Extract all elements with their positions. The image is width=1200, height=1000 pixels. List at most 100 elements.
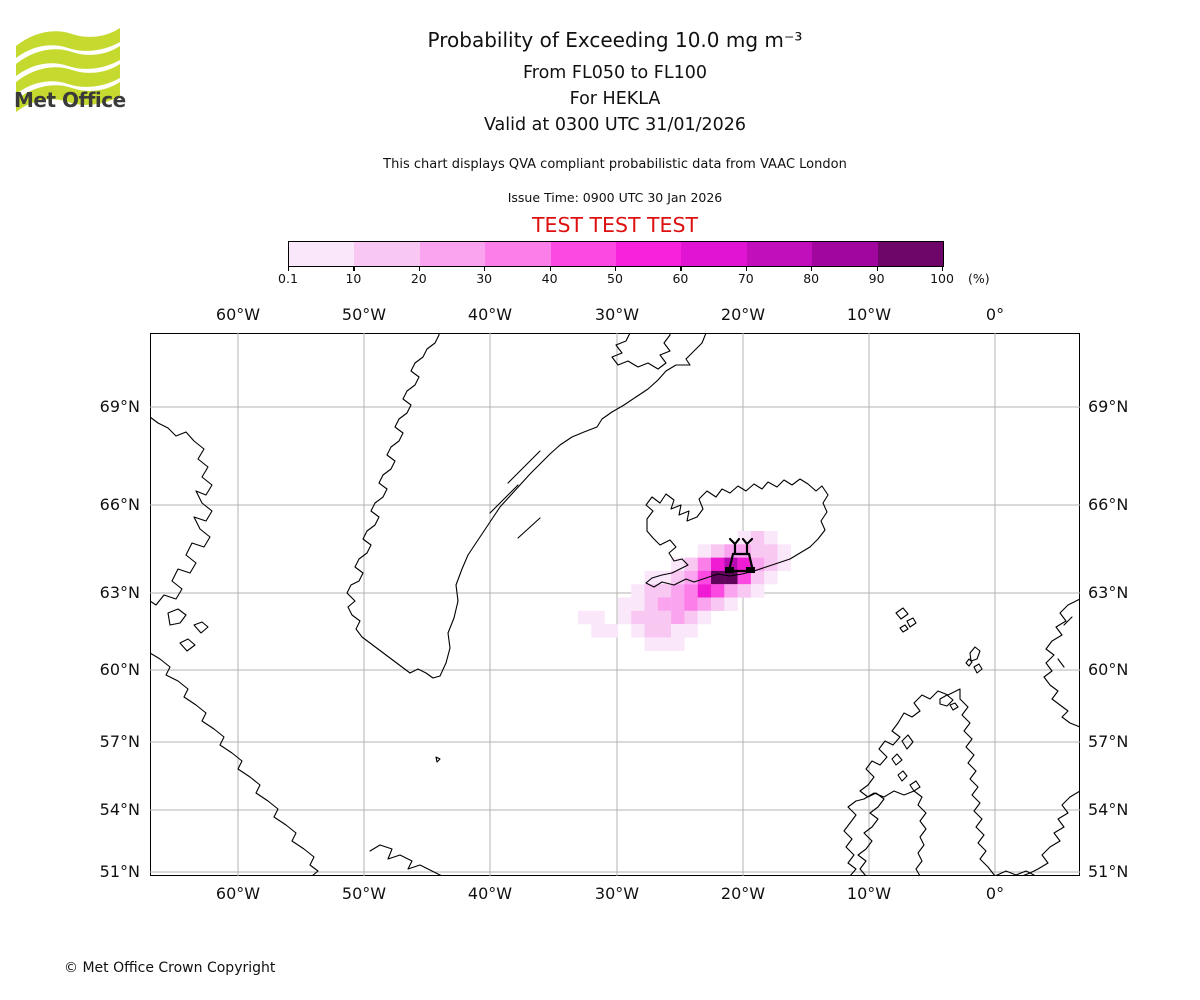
plume-probability-cell <box>777 544 791 558</box>
colorbar-tick-mark <box>288 266 290 271</box>
plume-probability-cell <box>631 610 645 625</box>
colorbar-tick-label: 60 <box>672 271 689 286</box>
plume-probability-cell <box>644 584 658 598</box>
plume-probability-cell <box>764 557 778 572</box>
lat-tick-label-right: 60°N <box>1088 660 1129 679</box>
colorbar-segment <box>289 242 355 266</box>
lat-tick-label-right: 63°N <box>1088 583 1129 602</box>
plume-probability-cell <box>644 624 658 638</box>
lon-tick-label-bottom: 50°W <box>341 884 387 903</box>
coastline-britain <box>857 688 996 876</box>
coastline-newfoundland <box>369 756 443 876</box>
coastline-greenland-ne-fjords <box>611 333 671 370</box>
coastline-faroe-islands <box>895 607 917 633</box>
coastline-norway <box>1043 598 1080 728</box>
colorbar-segment <box>681 242 747 266</box>
subtitle-valid-time: Valid at 0300 UTC 31/01/2026 <box>483 115 747 135</box>
latlon-gridlines <box>150 333 1080 876</box>
plume-probability-cell <box>657 624 672 638</box>
coastline-labrador <box>150 652 319 876</box>
colorbar-tick-mark <box>745 266 748 271</box>
plume-probability-cell <box>617 610 632 625</box>
plume-probability-cell <box>684 610 698 625</box>
lon-tick-label-bottom: 10°W <box>846 884 892 903</box>
lon-tick-label-top: 50°W <box>341 305 387 324</box>
test-banner: TEST TEST TEST <box>531 213 699 237</box>
colorbar-tick-label: 80 <box>803 271 820 286</box>
plume-probability-cell <box>764 544 778 558</box>
greenland-fjord-inlets <box>489 450 541 539</box>
map-canvas <box>150 333 1080 876</box>
copyright-note: © Met Office Crown Copyright <box>64 960 276 976</box>
plume-probability-cell <box>631 624 645 638</box>
plume-probability-cell <box>671 624 685 638</box>
lon-tick-label-bottom: 30°W <box>594 884 640 903</box>
lat-tick-label-left: 51°N <box>99 862 140 881</box>
plume-probability-cell <box>737 584 752 598</box>
plume-probability-cell <box>750 584 765 598</box>
colorbar-tick-mark <box>353 266 355 271</box>
colorbar-segment <box>812 242 878 266</box>
plume-probability-cell <box>671 637 685 651</box>
colorbar-segment <box>419 242 486 266</box>
logo-wordmark: Met Office <box>14 88 126 112</box>
coastline-greenland-west <box>346 333 441 679</box>
plume-probability-cell <box>684 624 698 638</box>
plume-probability-cell <box>631 597 645 611</box>
lat-tick-label-left: 57°N <box>99 732 140 751</box>
plume-probability-cell <box>671 610 685 625</box>
lat-tick-label-right: 66°N <box>1088 495 1129 514</box>
lon-tick-label-top: 30°W <box>594 305 640 324</box>
plume-probability-cell <box>697 557 712 572</box>
plume-probability-cell <box>764 570 778 585</box>
plume-probability-cell <box>724 597 738 611</box>
colorbar-tick-label: 70 <box>737 271 754 286</box>
colorbar-tick-label: 100 <box>930 271 954 286</box>
lat-tick-label-right: 51°N <box>1088 862 1129 881</box>
coastline-orkney <box>939 694 959 711</box>
lat-tick-label-right: 57°N <box>1088 732 1129 751</box>
lon-tick-label-top: 10°W <box>846 305 892 324</box>
coastline-ireland <box>843 790 927 876</box>
plume-probability-cell <box>737 531 752 545</box>
plume-probability-cell <box>657 610 672 625</box>
map-frame <box>150 333 1080 876</box>
coastline-iceland <box>645 478 829 588</box>
colorbar-unit-label: (%) <box>968 271 990 286</box>
plume-probability-cell <box>711 570 725 585</box>
lon-tick-label-top: 60°W <box>215 305 261 324</box>
lat-tick-label-left: 66°N <box>99 495 140 514</box>
plume-probability-cell <box>657 597 672 611</box>
plume-probability-cell <box>591 624 605 638</box>
colorbar-tick-mark <box>549 266 551 271</box>
lon-tick-label-bottom: 0° <box>985 884 1005 903</box>
colorbar-tick-label: 50 <box>607 271 623 286</box>
plume-probability-cell <box>764 531 778 545</box>
plume-probability-cell <box>631 584 645 598</box>
plume-probability-cell <box>617 597 632 611</box>
plume-probability-cell <box>711 584 725 598</box>
plume-probability-cell <box>684 597 698 611</box>
colorbar-tick-mark <box>942 266 944 271</box>
plume-probability-cell <box>591 610 605 625</box>
coastline-baffin-island <box>150 416 213 606</box>
colorbar-tick-label: 20 <box>410 271 427 286</box>
subtitle-flight-levels: From FL050 to FL100 <box>522 63 708 83</box>
baffin-small-islands <box>167 608 209 652</box>
issue-time: Issue Time: 0900 UTC 30 Jan 2026 <box>507 190 723 205</box>
plume-probability-cell <box>684 557 698 572</box>
plume-probability-cell <box>711 557 725 572</box>
lat-tick-label-left: 60°N <box>99 660 140 679</box>
plume-probability-cell <box>697 570 712 585</box>
plume-probability-cell <box>697 610 712 625</box>
plume-probability-cell <box>750 544 765 558</box>
lon-tick-label-bottom: 40°W <box>467 884 513 903</box>
plume-probability-cell <box>604 624 619 638</box>
coastline-shetland <box>965 646 983 674</box>
subtitle-volcano: For HEKLA <box>569 89 661 109</box>
met-office-logo-icon <box>16 28 120 112</box>
plume-probability-cell <box>657 637 672 651</box>
colorbar-tick-label: 0.1 <box>278 271 298 286</box>
colorbar-segment <box>354 242 420 266</box>
lat-tick-label-left: 54°N <box>99 800 140 819</box>
